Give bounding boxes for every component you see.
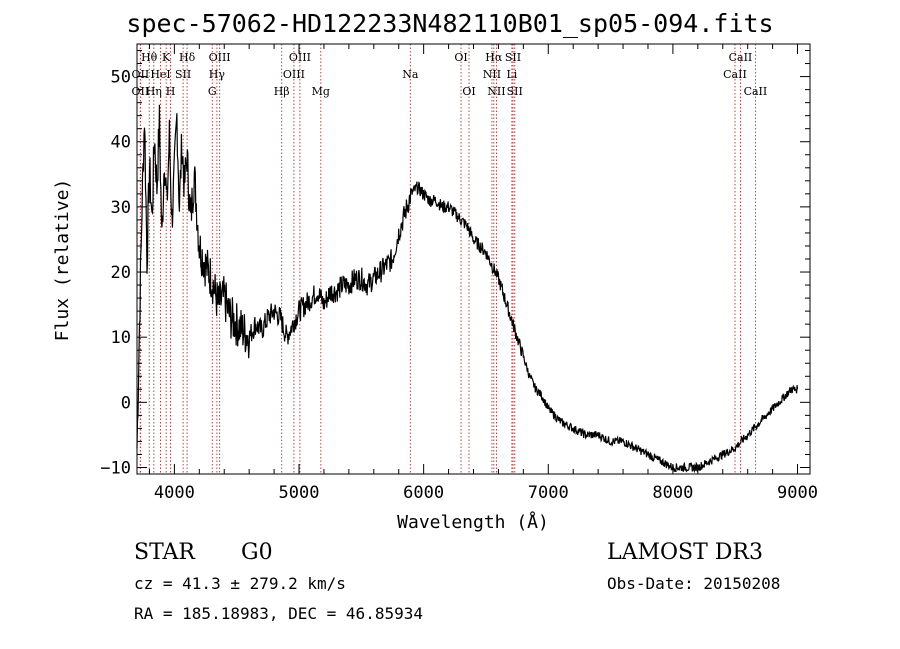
line-marker-label: K — [162, 51, 171, 64]
x-tick-label: 5000 — [279, 483, 320, 503]
line-marker-label: NII — [483, 68, 501, 81]
y-tick-label: 30 — [111, 198, 131, 218]
line-marker-label: Li — [506, 68, 517, 81]
line-marker-label: SII — [507, 85, 523, 98]
line-marker-label: CaII — [729, 51, 753, 64]
sky-coordinates: RA = 185.18983, DEC = 46.85934 — [134, 604, 423, 623]
line-marker-label: Hγ — [209, 68, 226, 81]
line-marker-label: Hβ — [274, 85, 290, 98]
y-tick-label: 40 — [111, 133, 131, 153]
x-tick-label: 9000 — [777, 483, 818, 503]
y-tick-label: 0 — [121, 393, 131, 413]
line-marker-label: OIII — [289, 51, 311, 64]
x-axis-label: Wavelength (Å) — [397, 511, 549, 533]
axis-ticks — [137, 44, 810, 474]
object-class: STAR — [134, 540, 195, 565]
line-marker-label: G — [208, 85, 217, 98]
x-tick-label: 6000 — [403, 483, 444, 503]
line-marker-label: OI — [454, 51, 467, 64]
line-marker-label: OI — [462, 85, 475, 98]
spectrum-line — [136, 104, 799, 474]
object-subclass: G0 — [241, 540, 273, 565]
y-tick-label: 20 — [111, 263, 131, 283]
y-axis-label: Flux (relative) — [52, 179, 73, 342]
line-marker-label: SII — [175, 68, 191, 81]
line-marker-label: Mg — [312, 85, 330, 98]
line-marker-label: Hδ — [179, 51, 196, 64]
line-marker-label: CaII — [723, 68, 747, 81]
line-marker-label: Hθ — [141, 51, 158, 64]
axis-tick-labels: 4000 5000 6000 7000 8000 9000 −10 0 10 20 30 40 50 — [100, 68, 818, 503]
line-marker-group — [139, 44, 756, 474]
line-marker-label: OII — [132, 68, 150, 81]
survey-name: LAMOST DR3 — [607, 540, 763, 565]
line-marker-label: CaII — [744, 85, 768, 98]
line-marker-label: Hα — [485, 51, 503, 64]
chart-title: spec-57062-HD122233N482110B01_sp05-094.f… — [126, 9, 774, 38]
redshift-velocity: cz = 41.3 ± 279.2 km/s — [134, 574, 346, 593]
line-marker-label: Hη — [146, 85, 162, 98]
plot-frame — [136, 43, 811, 475]
x-tick-label: 7000 — [528, 483, 569, 503]
y-tick-label: 10 — [111, 328, 131, 348]
y-tick-label: −10 — [100, 458, 131, 478]
line-marker-label: Na — [402, 68, 419, 81]
x-tick-label: 8000 — [652, 483, 693, 503]
line-marker-label: SII — [505, 51, 521, 64]
line-marker-label: NII — [487, 85, 505, 98]
observation-date: Obs-Date: 20150208 — [607, 574, 781, 593]
y-tick-label: 50 — [111, 68, 131, 88]
line-marker-label: OII — [132, 85, 150, 98]
line-marker-label: H — [166, 85, 176, 98]
x-tick-label: 4000 — [154, 483, 195, 503]
line-marker-label: OIII — [209, 51, 231, 64]
line-marker-label: HeI — [150, 68, 170, 81]
line-marker-label: OIII — [283, 68, 305, 81]
